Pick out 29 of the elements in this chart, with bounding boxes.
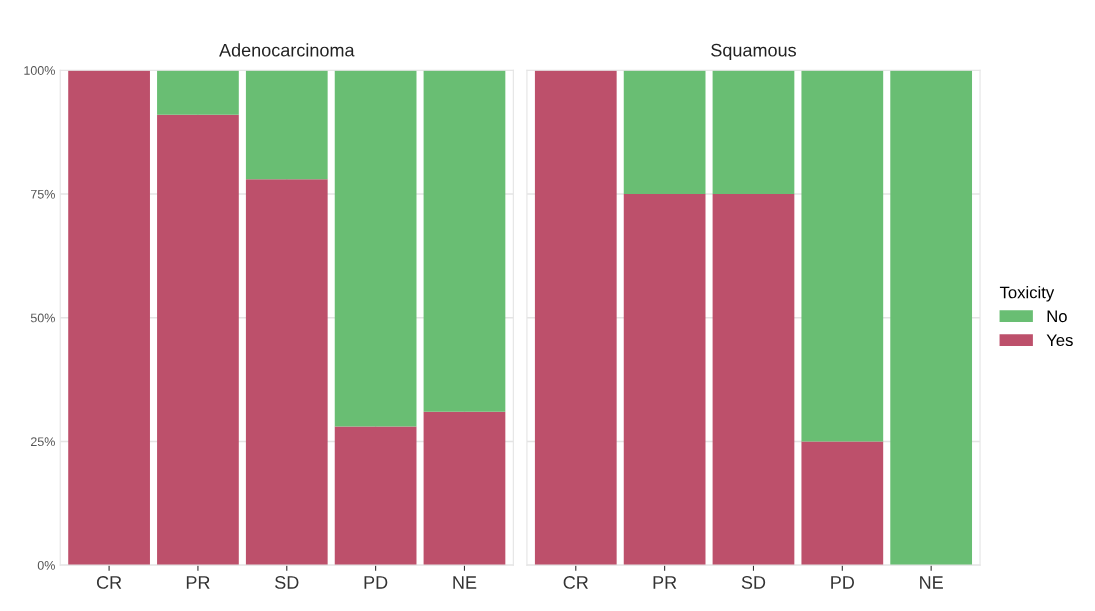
x-tick-label: CR: [96, 576, 122, 589]
bar: [245, 179, 328, 566]
x-tick-label: NE: [920, 576, 943, 589]
bar: [157, 70, 239, 115]
bar: [334, 426, 417, 566]
legend-title: Toxicity: [999, 286, 1055, 302]
x-tick-label: PD: [831, 576, 854, 589]
bar: [157, 114, 239, 566]
y-tick-label: 0%: [37, 560, 55, 570]
x-tick-label: PD: [364, 576, 388, 589]
x-tick-label: PR: [186, 576, 210, 589]
x-tick-label: PR: [653, 576, 677, 589]
bar: [245, 70, 328, 180]
bar: [334, 70, 417, 427]
bar: [423, 411, 506, 566]
x-tick-label: SD: [275, 576, 299, 589]
chart-title: Squamous: [711, 43, 796, 61]
bar: [68, 70, 150, 566]
y-tick-label: 25%: [30, 437, 55, 447]
x-tick-label: SD: [741, 576, 766, 589]
bar: [423, 70, 506, 412]
legend-label: No: [1047, 310, 1067, 323]
y-tick-label: 100%: [24, 66, 55, 75]
y-tick-label: 75%: [30, 189, 55, 199]
chart-title: Adenocarcinoma: [219, 43, 355, 57]
legend-label: Yes: [1046, 334, 1073, 347]
x-tick-label: NE: [453, 576, 477, 589]
x-tick-label: CR: [563, 576, 588, 589]
y-tick-label: 50%: [30, 313, 55, 323]
